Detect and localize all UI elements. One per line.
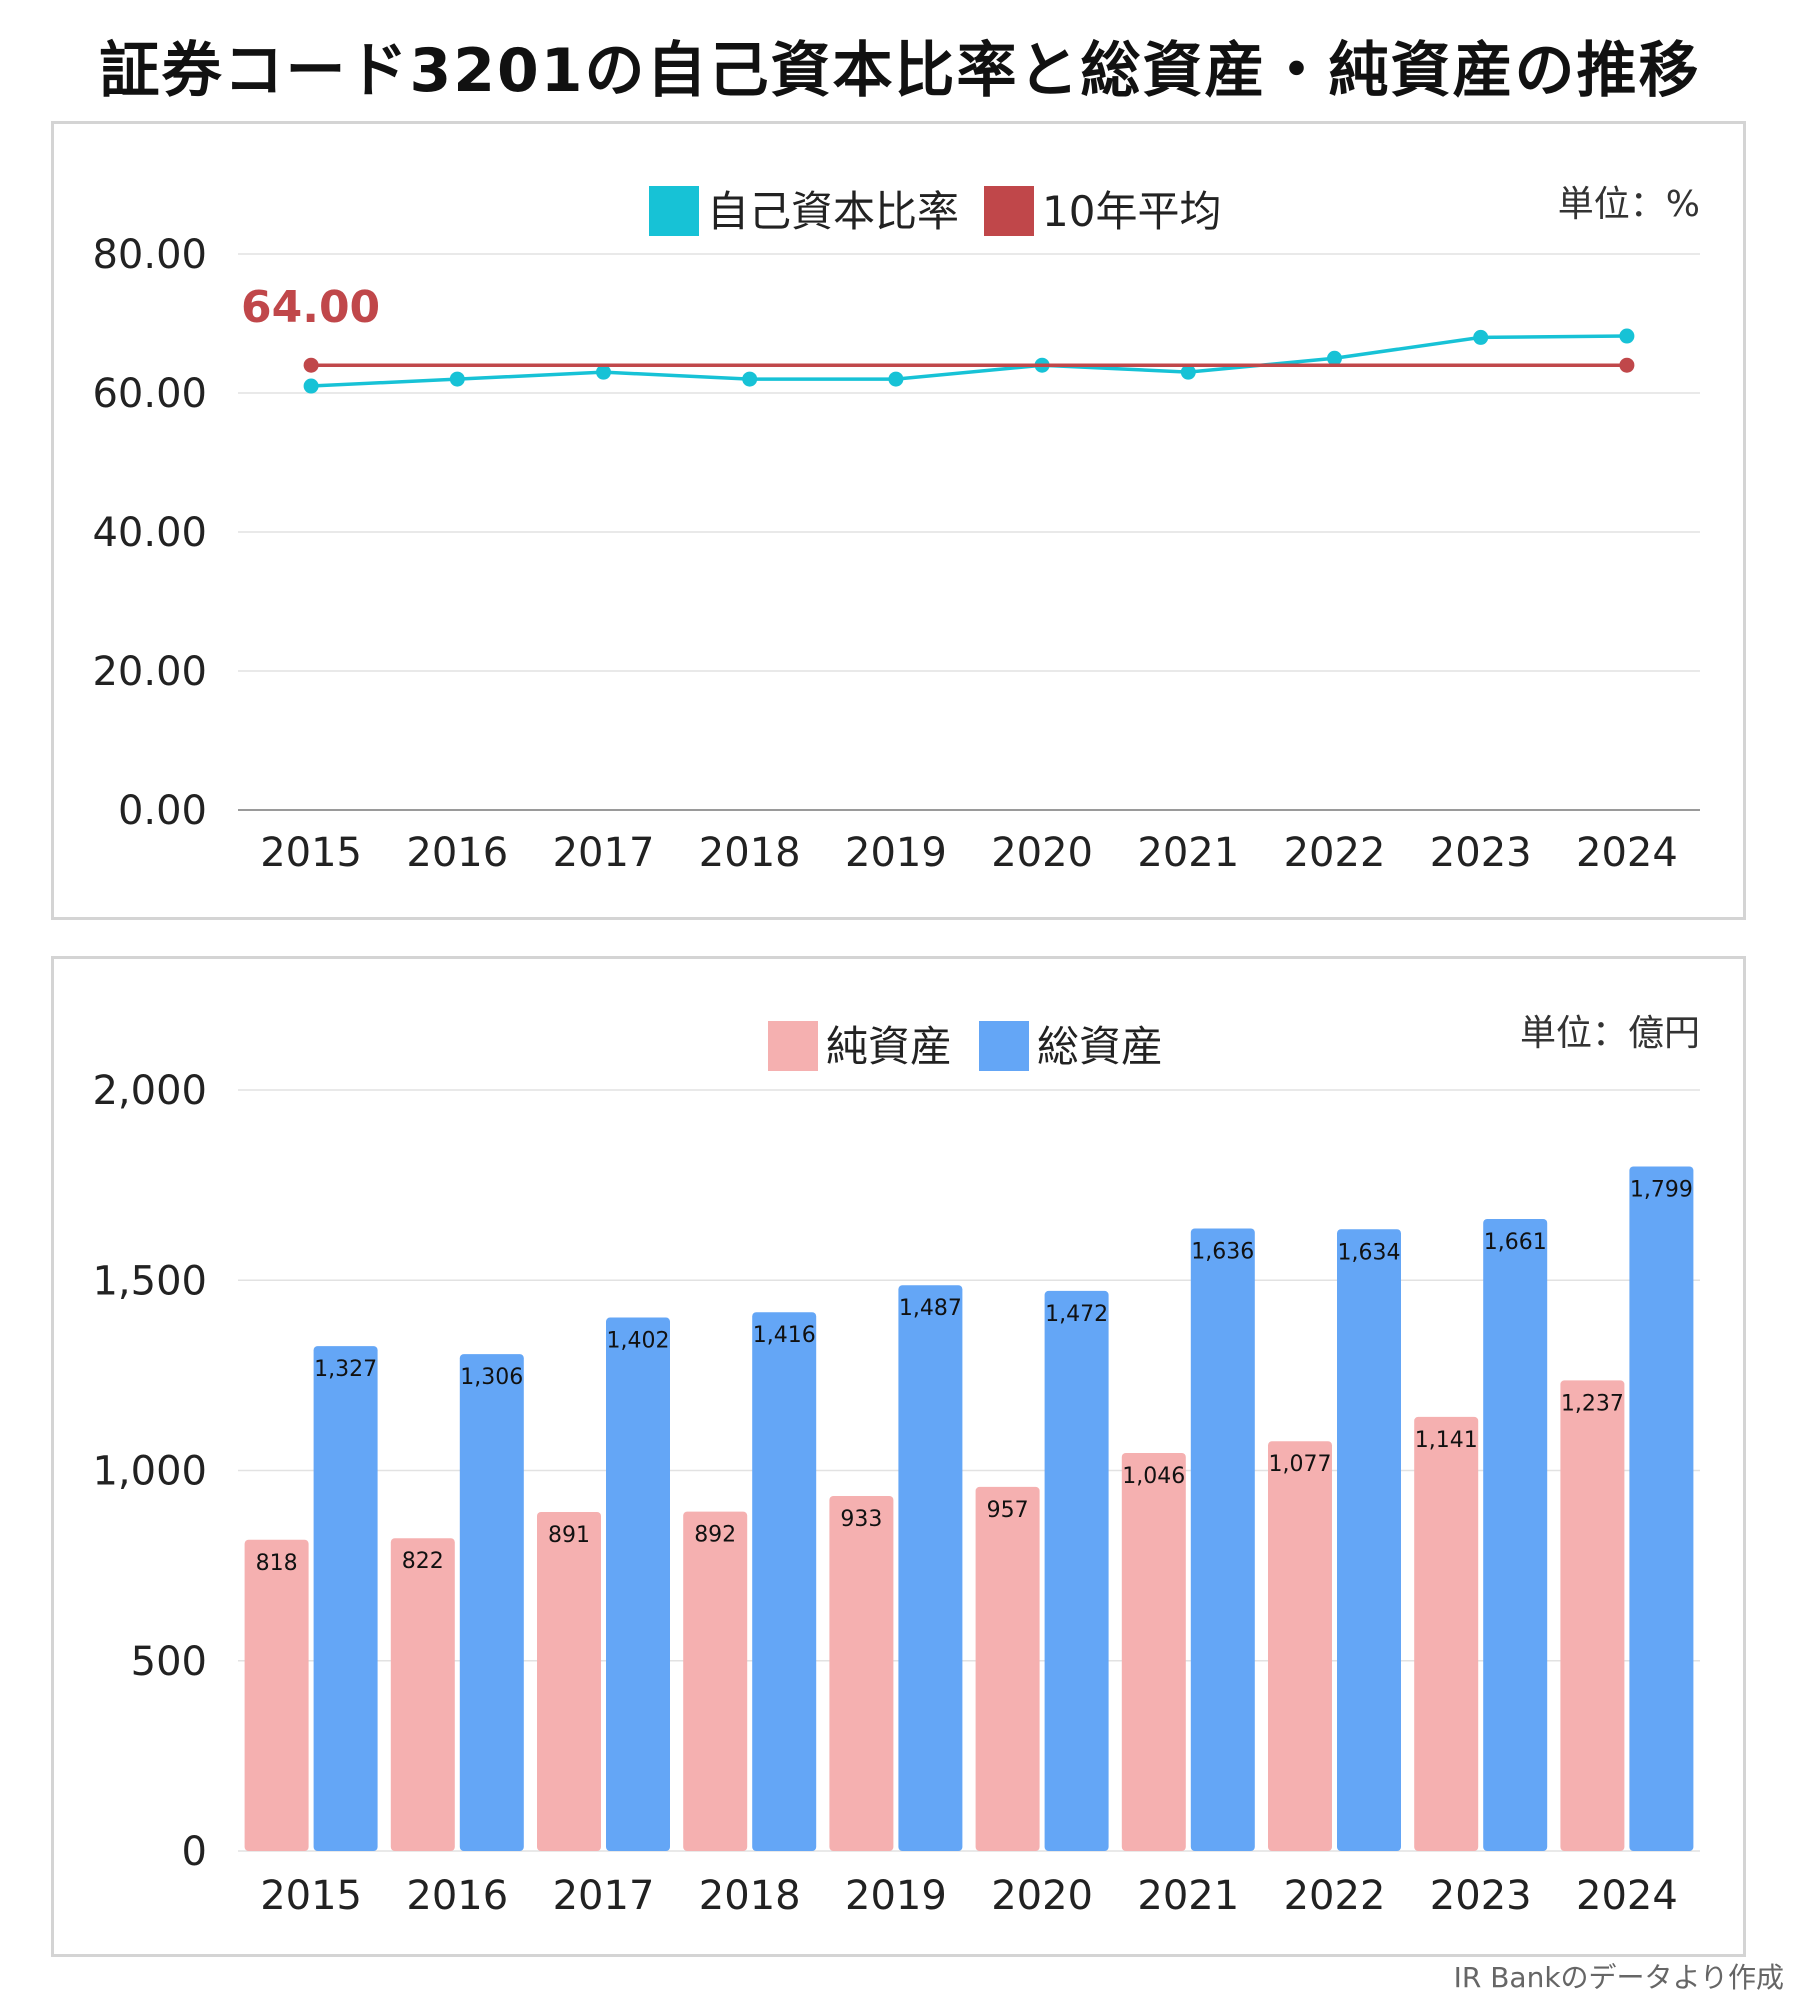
equity-ratio-point (742, 371, 758, 387)
legend-equity-ratio-swatch (649, 186, 699, 236)
equity-ratio-line (311, 334, 1627, 388)
x-tick-label: 2015 (260, 830, 362, 876)
equity-ratio-point (1180, 364, 1196, 380)
y-tick-label: 0.00 (118, 788, 207, 834)
legend-total-assets-swatch (979, 1021, 1029, 1071)
x-tick-label: 2021 (1137, 830, 1239, 876)
net-assets-value-label: 818 (256, 1551, 298, 1576)
y-tick-label: 1,000 (92, 1449, 207, 1495)
total-assets-bar (1044, 1290, 1109, 1851)
unit-label: 単位：億円 (1520, 1013, 1700, 1054)
total-assets-value-label: 1,327 (314, 1357, 377, 1382)
x-tick-label: 2022 (1284, 1873, 1386, 1919)
y-tick-label: 0 (182, 1829, 207, 1875)
x-tick-label: 2017 (553, 830, 655, 876)
total-assets-value-label: 1,472 (1045, 1302, 1108, 1327)
equity-ratio-point (449, 371, 465, 387)
total-assets-value-label: 1,799 (1630, 1177, 1693, 1202)
x-tick-label: 2023 (1430, 830, 1532, 876)
net-assets-value-label: 1,046 (1122, 1464, 1185, 1489)
total-assets-value-label: 1,636 (1191, 1240, 1254, 1265)
net-assets-bar (390, 1538, 455, 1851)
y-tick-label: 1,500 (92, 1258, 207, 1304)
equity-ratio-chart-panel: 0.00 20.00 40.00 60.00 80.00 2015 2016 2017 2018… (51, 121, 1746, 920)
x-tick-label: 2016 (406, 1873, 508, 1919)
total-assets-value-label: 1,661 (1484, 1230, 1547, 1255)
total-assets-bar (1190, 1228, 1255, 1851)
average-value-label: 64.00 (241, 282, 380, 333)
x-tick-label: 2019 (845, 1873, 947, 1919)
assets-chart-panel: 0 500 1,000 1,500 2,000 818 1,327 2015 822 1,306 2… (51, 956, 1746, 1957)
equity-ratio-chart: 0.00 20.00 40.00 60.00 80.00 2015 2016 2017 2018… (92, 184, 1700, 876)
page-title: 証券コード3201の自己資本比率と総資産・純資産の推移 (99, 36, 1701, 106)
net-assets-bar (975, 1486, 1040, 1851)
legend-total-assets-label: 総資産 (1037, 1022, 1163, 1071)
total-assets-value-label: 1,634 (1338, 1240, 1401, 1265)
y-tick-label: 80.00 (92, 232, 207, 278)
net-assets-bar (537, 1511, 601, 1851)
net-assets-value-label: 1,077 (1269, 1452, 1332, 1477)
x-tick-label: 2018 (699, 1873, 801, 1919)
total-assets-value-label: 1,306 (460, 1365, 523, 1390)
total-assets-bar (459, 1354, 524, 1851)
net-assets-value-label: 933 (840, 1507, 882, 1532)
y-tick-label: 500 (131, 1639, 207, 1685)
net-assets-value-label: 1,141 (1415, 1428, 1478, 1453)
net-assets-bar (829, 1495, 894, 1851)
total-assets-bar (606, 1317, 670, 1851)
x-tick-label: 2019 (845, 830, 947, 876)
x-tick-label: 2016 (406, 830, 508, 876)
total-assets-value-label: 1,487 (899, 1296, 962, 1321)
x-tick-label: 2023 (1430, 1873, 1532, 1919)
net-assets-bar (1268, 1441, 1332, 1851)
net-assets-value-label: 892 (694, 1523, 736, 1548)
total-assets-bar (1483, 1218, 1548, 1851)
total-assets-bar (1629, 1166, 1694, 1851)
legend-ten-year-average-label: 10年平均 (1042, 187, 1221, 236)
x-tick-label: 2024 (1576, 830, 1678, 876)
assets-chart: 0 500 1,000 1,500 2,000 818 1,327 2015 822 1,306 2… (92, 1013, 1700, 1919)
y-tick-label: 20.00 (92, 649, 207, 695)
total-assets-bar (1337, 1229, 1401, 1851)
equity-ratio-point (1327, 350, 1342, 366)
x-tick-label: 2022 (1284, 830, 1386, 876)
x-tick-label: 2020 (991, 1873, 1093, 1919)
net-assets-value-label: 957 (987, 1498, 1029, 1523)
equity-ratio-point (888, 371, 904, 387)
x-tick-label: 2017 (553, 1873, 655, 1919)
legend-net-assets-swatch (768, 1021, 818, 1071)
net-assets-value-label: 1,237 (1561, 1391, 1624, 1416)
source-note: IR Bankのデータより作成 (1453, 1961, 1784, 1994)
net-assets-bar (1560, 1380, 1625, 1851)
equity-ratio-point (1473, 329, 1489, 345)
legend-ten-year-average-swatch (984, 186, 1034, 236)
total-assets-value-label: 1,402 (607, 1329, 670, 1354)
net-assets-bar (1121, 1452, 1186, 1851)
total-assets-bar (313, 1346, 378, 1851)
x-tick-label: 2024 (1576, 1873, 1678, 1919)
y-tick-label: 40.00 (92, 510, 207, 556)
y-tick-label: 60.00 (92, 371, 207, 417)
legend-net-assets-label: 純資産 (826, 1022, 952, 1071)
net-assets-bar (1414, 1416, 1479, 1851)
x-tick-label: 2021 (1137, 1873, 1239, 1919)
equity-ratio-point (596, 364, 611, 380)
y-tick-label: 2,000 (92, 1068, 207, 1114)
total-assets-bar (898, 1285, 963, 1851)
unit-label: 単位：% (1558, 184, 1700, 225)
net-assets-bar (683, 1511, 748, 1851)
x-tick-label: 2015 (260, 1873, 362, 1919)
equity-ratio-point (303, 378, 319, 394)
average-point (303, 357, 319, 373)
x-tick-label: 2020 (991, 830, 1093, 876)
legend-equity-ratio-label: 自己資本比率 (707, 187, 959, 236)
total-assets-value-label: 1,416 (753, 1323, 816, 1348)
net-assets-bar (244, 1539, 309, 1851)
x-tick-label: 2018 (699, 830, 801, 876)
average-point (1619, 357, 1635, 373)
total-assets-bar (752, 1312, 817, 1851)
equity-ratio-point (1619, 328, 1635, 344)
net-assets-value-label: 891 (548, 1523, 590, 1548)
net-assets-value-label: 822 (402, 1549, 444, 1574)
